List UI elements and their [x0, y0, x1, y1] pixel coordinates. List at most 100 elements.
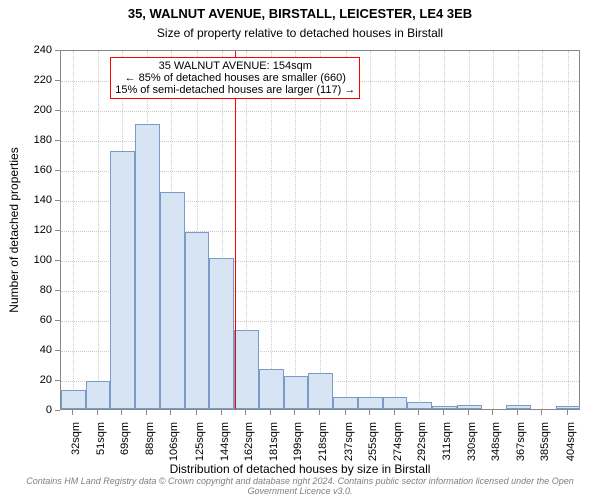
y-tick-label: 220	[0, 74, 52, 86]
x-tick	[369, 410, 370, 415]
x-tick-label: 162sqm	[243, 422, 255, 461]
y-tick	[55, 260, 60, 261]
gridline-v	[419, 51, 420, 409]
x-tick	[270, 410, 271, 415]
gridline-v	[444, 51, 445, 409]
x-tick-label: 69sqm	[119, 422, 131, 455]
histogram-bar	[506, 405, 531, 410]
histogram-bar	[86, 381, 111, 410]
gridline-v	[295, 51, 296, 409]
histogram-bar	[358, 397, 383, 409]
y-tick-label: 0	[0, 404, 52, 416]
y-tick	[55, 110, 60, 111]
histogram-bar	[160, 192, 185, 410]
x-tick	[72, 410, 73, 415]
y-tick	[55, 290, 60, 291]
gridline-v	[73, 51, 74, 409]
x-tick	[517, 410, 518, 415]
x-tick-label: 274sqm	[392, 422, 404, 461]
x-tick-label: 367sqm	[515, 422, 527, 461]
histogram-bar	[234, 330, 259, 410]
histogram-bar	[110, 151, 135, 409]
y-axis-label: Number of detached properties	[7, 147, 21, 312]
x-tick	[196, 410, 197, 415]
x-tick	[221, 410, 222, 415]
x-tick	[541, 410, 542, 415]
x-tick	[468, 410, 469, 415]
annotation-text: 15% of semi-detached houses are larger (…	[115, 84, 355, 96]
y-tick	[55, 380, 60, 381]
x-tick-label: 348sqm	[490, 422, 502, 461]
y-tick-label: 240	[0, 44, 52, 56]
x-tick-label: 51sqm	[95, 422, 107, 455]
x-tick-label: 181sqm	[268, 422, 280, 461]
gridline-v	[542, 51, 543, 409]
y-tick	[55, 320, 60, 321]
y-tick	[55, 170, 60, 171]
y-tick	[55, 80, 60, 81]
x-tick-label: 125sqm	[194, 422, 206, 461]
x-tick-label: 292sqm	[416, 422, 428, 461]
histogram-bar	[185, 232, 210, 409]
x-tick-label: 311sqm	[441, 422, 453, 460]
x-tick	[121, 410, 122, 415]
gridline-v	[271, 51, 272, 409]
annotation-text: 35 WALNUT AVENUE: 154sqm	[115, 60, 355, 72]
y-tick	[55, 410, 60, 411]
x-tick	[394, 410, 395, 415]
x-tick	[345, 410, 346, 415]
histogram-chart: 35, WALNUT AVENUE, BIRSTALL, LEICESTER, …	[0, 0, 600, 500]
gridline-v	[568, 51, 569, 409]
x-tick-label: 330sqm	[466, 422, 478, 461]
x-tick	[245, 410, 246, 415]
x-tick-label: 106sqm	[168, 422, 180, 461]
annotation-line	[235, 51, 236, 409]
annotation-text: ← 85% of detached houses are smaller (66…	[115, 72, 355, 84]
histogram-bar	[61, 390, 86, 410]
histogram-bar	[333, 397, 358, 409]
y-tick-label: 20	[0, 374, 52, 386]
gridline-v	[370, 51, 371, 409]
gridline-v	[493, 51, 494, 409]
x-tick	[97, 410, 98, 415]
gridline-v	[346, 51, 347, 409]
y-tick	[55, 230, 60, 231]
y-tick	[55, 50, 60, 51]
annotation-box: 35 WALNUT AVENUE: 154sqm← 85% of detache…	[110, 57, 360, 99]
histogram-bar	[135, 124, 160, 409]
histogram-bar	[209, 258, 234, 410]
histogram-bar	[308, 373, 333, 409]
x-tick-label: 404sqm	[565, 422, 577, 461]
plot-area: 35 WALNUT AVENUE: 154sqm← 85% of detache…	[60, 50, 580, 410]
gridline-v	[98, 51, 99, 409]
histogram-bar	[457, 405, 482, 410]
x-tick-label: 218sqm	[317, 422, 329, 461]
x-tick-label: 144sqm	[219, 422, 231, 461]
x-tick	[146, 410, 147, 415]
y-tick	[55, 200, 60, 201]
chart-title: 35, WALNUT AVENUE, BIRSTALL, LEICESTER, …	[0, 6, 600, 21]
x-tick-label: 385sqm	[539, 422, 551, 461]
footer-attribution: Contains HM Land Registry data © Crown c…	[0, 474, 600, 500]
x-tick	[567, 410, 568, 415]
y-tick	[55, 350, 60, 351]
gridline-v	[518, 51, 519, 409]
x-tick	[319, 410, 320, 415]
gridline-v	[320, 51, 321, 409]
y-tick-label: 180	[0, 134, 52, 146]
x-tick-label: 32sqm	[70, 422, 82, 455]
x-tick	[170, 410, 171, 415]
histogram-bar	[383, 397, 408, 409]
histogram-bar	[407, 402, 432, 410]
histogram-bar	[284, 376, 309, 409]
x-tick	[492, 410, 493, 415]
gridline-v	[395, 51, 396, 409]
gridline-v	[469, 51, 470, 409]
x-tick	[443, 410, 444, 415]
y-tick	[55, 140, 60, 141]
y-tick-label: 60	[0, 314, 52, 326]
y-tick-label: 200	[0, 104, 52, 116]
x-tick	[294, 410, 295, 415]
histogram-bar	[432, 406, 457, 409]
y-tick-label: 40	[0, 344, 52, 356]
